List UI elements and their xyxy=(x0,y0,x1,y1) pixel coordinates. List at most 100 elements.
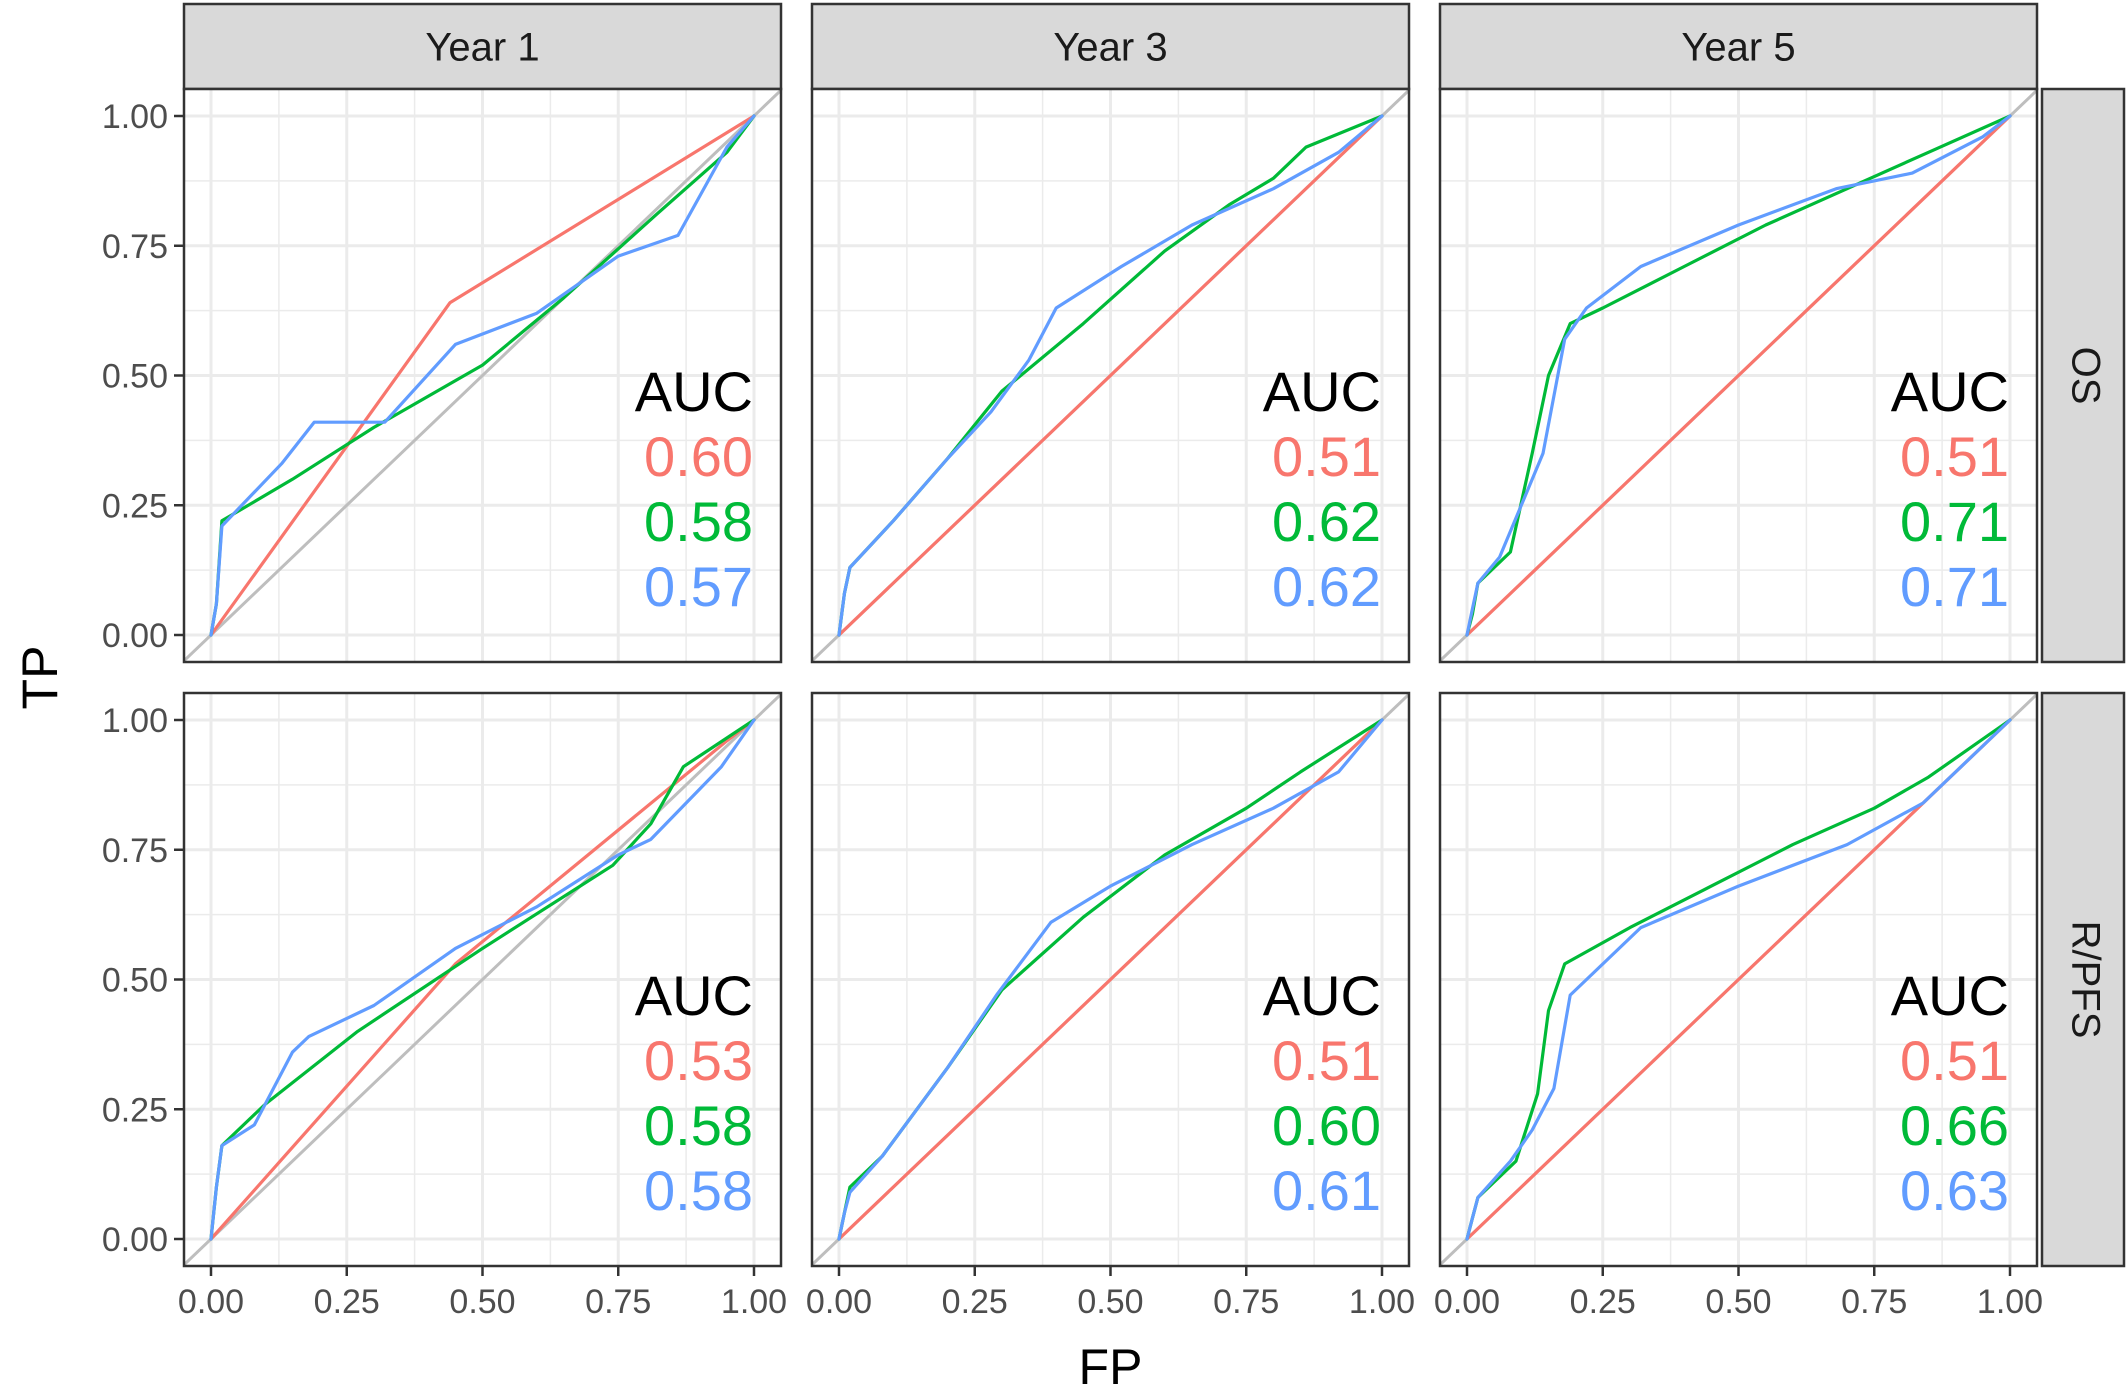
auc-value-green: 0.71 xyxy=(1900,490,2009,553)
auc-header: AUC xyxy=(1891,360,2009,423)
roc-line-red xyxy=(209,114,756,637)
column-strip-label: Year 5 xyxy=(1681,26,1795,70)
x-tick-label: 0.25 xyxy=(314,1283,380,1321)
x-tick-label: 0.75 xyxy=(1841,1283,1907,1321)
roc-line-red xyxy=(1465,114,2012,637)
y-tick-label: 0.50 xyxy=(102,962,168,1000)
x-tick-label: 0.25 xyxy=(942,1283,1008,1321)
panel-plot-area xyxy=(812,89,1409,662)
y-tick-label: 1.00 xyxy=(102,702,168,740)
column-strip: Year 3 xyxy=(810,2,1411,91)
panel-grid xyxy=(1440,693,2037,1266)
column-strip: Year 5 xyxy=(1438,2,2039,91)
column-strip-box xyxy=(182,2,783,91)
auc-value-green: 0.62 xyxy=(1272,490,1381,553)
auc-value-red: 0.53 xyxy=(644,1029,753,1092)
x-tick-label: 1.00 xyxy=(1349,1283,1415,1321)
x-tick-label: 0.75 xyxy=(585,1283,651,1321)
auc-value-blue: 0.63 xyxy=(1900,1159,2009,1222)
column-strip-box xyxy=(1438,2,2039,91)
row-strip-box xyxy=(2040,691,2126,1268)
auc-value-red: 0.51 xyxy=(1900,1029,2009,1092)
auc-value-blue: 0.71 xyxy=(1900,555,2009,618)
y-tick-label: 0.25 xyxy=(102,1091,168,1129)
panel-border xyxy=(1438,87,2039,664)
x-axis: 0.00 0.25 0.50 0.75 1.00 xyxy=(178,1266,787,1321)
row-strip-label: OS xyxy=(2063,347,2107,405)
y-tick-label: 1.00 xyxy=(102,98,168,136)
x-tick-label: 0.50 xyxy=(1705,1283,1771,1321)
auc-value-green: 0.58 xyxy=(644,490,753,553)
auc-value-blue: 0.57 xyxy=(644,555,753,618)
x-tick-label: 0.25 xyxy=(1570,1283,1636,1321)
panel-grid xyxy=(812,89,1409,662)
auc-value-green: 0.60 xyxy=(1272,1094,1381,1157)
panel-plot-area xyxy=(184,89,781,662)
reference-diagonal-line xyxy=(184,89,781,662)
auc-value-red: 0.60 xyxy=(644,425,753,488)
x-axis-title: FP xyxy=(1079,1339,1143,1392)
auc-header: AUC xyxy=(635,964,753,1027)
auc-header: AUC xyxy=(1891,964,2009,1027)
panel-plot-area xyxy=(1440,693,2037,1266)
y-tick-label: 0.00 xyxy=(102,1221,168,1259)
auc-value-blue: 0.61 xyxy=(1272,1159,1381,1222)
panel-plot-area xyxy=(812,693,1409,1266)
column-strip-label: Year 1 xyxy=(425,26,539,70)
y-tick-label: 0.50 xyxy=(102,358,168,396)
x-tick-label: 0.00 xyxy=(178,1283,244,1321)
auc-value-blue: 0.58 xyxy=(644,1159,753,1222)
roc-line-blue xyxy=(209,114,756,637)
auc-header: AUC xyxy=(635,360,753,423)
x-tick-label: 0.00 xyxy=(1434,1283,1500,1321)
roc-line-blue xyxy=(837,114,1384,637)
panel-grid xyxy=(1440,89,2037,662)
y-tick-label: 0.75 xyxy=(102,832,168,870)
auc-value-green: 0.66 xyxy=(1900,1094,2009,1157)
row-strip: R/PFS xyxy=(2040,691,2126,1268)
y-tick-label: 0.25 xyxy=(102,487,168,525)
x-tick-label: 0.00 xyxy=(806,1283,872,1321)
auc-header: AUC xyxy=(1263,360,1381,423)
auc-value-red: 0.51 xyxy=(1900,425,2009,488)
x-axis: 0.00 0.25 0.50 0.75 1.00 xyxy=(1434,1266,2043,1321)
x-tick-label: 0.75 xyxy=(1213,1283,1279,1321)
roc-line-blue xyxy=(1465,718,2012,1241)
y-axis-title: TP xyxy=(12,646,68,710)
y-axis: 0.00 0.25 0.50 0.75 1.00 xyxy=(102,702,184,1259)
auc-header: AUC xyxy=(1263,964,1381,1027)
column-strip: Year 1 xyxy=(182,2,783,91)
y-tick-label: 0.75 xyxy=(102,228,168,266)
auc-value-red: 0.51 xyxy=(1272,1029,1381,1092)
row-strip: OS xyxy=(2040,87,2126,664)
roc-line-blue xyxy=(209,718,756,1241)
roc-line-red xyxy=(837,718,1384,1241)
x-tick-label: 1.00 xyxy=(721,1283,787,1321)
panel-border xyxy=(810,87,1411,664)
column-strip-label: Year 3 xyxy=(1053,26,1167,70)
x-tick-label: 1.00 xyxy=(1977,1283,2043,1321)
auc-value-green: 0.58 xyxy=(644,1094,753,1157)
column-strip-box xyxy=(810,2,1411,91)
x-tick-label: 0.50 xyxy=(449,1283,515,1321)
panel-plot-area xyxy=(1440,89,2037,662)
y-axis: 0.00 0.25 0.50 0.75 1.00 xyxy=(102,98,184,655)
panel-grid xyxy=(184,89,781,662)
roc-line-blue xyxy=(837,718,1384,1241)
y-tick-label: 0.00 xyxy=(102,617,168,655)
row-strip-label: R/PFS xyxy=(2063,921,2107,1039)
x-axis: 0.00 0.25 0.50 0.75 1.00 xyxy=(806,1266,1415,1321)
auc-value-blue: 0.62 xyxy=(1272,555,1381,618)
